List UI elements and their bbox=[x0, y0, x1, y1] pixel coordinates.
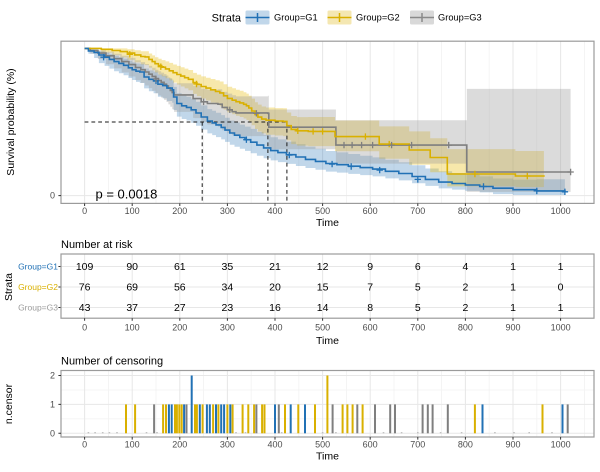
svg-text:Number at risk: Number at risk bbox=[61, 239, 133, 251]
svg-text:7: 7 bbox=[367, 282, 373, 294]
svg-text:200: 200 bbox=[172, 206, 187, 216]
svg-text:61: 61 bbox=[174, 261, 186, 273]
svg-text:1: 1 bbox=[558, 261, 564, 273]
svg-text:69: 69 bbox=[126, 282, 138, 294]
svg-text:600: 600 bbox=[363, 440, 378, 450]
svg-text:0: 0 bbox=[50, 191, 55, 201]
svg-text:700: 700 bbox=[410, 206, 425, 216]
svg-text:2: 2 bbox=[462, 282, 468, 294]
svg-text:90: 90 bbox=[126, 261, 138, 273]
svg-text:200: 200 bbox=[172, 440, 187, 450]
svg-text:800: 800 bbox=[458, 440, 473, 450]
svg-text:109: 109 bbox=[76, 261, 94, 273]
svg-text:1: 1 bbox=[510, 261, 516, 273]
svg-text:Survival probability (%): Survival probability (%) bbox=[5, 68, 17, 175]
svg-text:100: 100 bbox=[125, 440, 140, 450]
svg-text:35: 35 bbox=[222, 261, 234, 273]
svg-text:100: 100 bbox=[125, 206, 140, 216]
svg-text:1: 1 bbox=[50, 399, 55, 409]
svg-text:800: 800 bbox=[458, 323, 473, 333]
svg-text:1000: 1000 bbox=[551, 440, 571, 450]
svg-text:500: 500 bbox=[315, 206, 330, 216]
svg-text:Number of censoring: Number of censoring bbox=[61, 356, 163, 368]
svg-text:0: 0 bbox=[82, 206, 87, 216]
svg-text:700: 700 bbox=[410, 440, 425, 450]
svg-text:0: 0 bbox=[558, 282, 564, 294]
svg-text:600: 600 bbox=[363, 206, 378, 216]
svg-text:37: 37 bbox=[126, 302, 138, 314]
svg-text:2: 2 bbox=[50, 371, 55, 381]
svg-text:p = 0.0018: p = 0.0018 bbox=[96, 187, 158, 202]
svg-text:16: 16 bbox=[269, 302, 281, 314]
svg-text:9: 9 bbox=[367, 261, 373, 273]
svg-text:200: 200 bbox=[172, 323, 187, 333]
svg-text:23: 23 bbox=[222, 302, 234, 314]
svg-text:43: 43 bbox=[79, 302, 91, 314]
svg-text:Group=G3: Group=G3 bbox=[438, 13, 482, 23]
svg-text:34: 34 bbox=[222, 282, 234, 294]
svg-text:Time: Time bbox=[316, 335, 339, 347]
svg-text:27: 27 bbox=[174, 302, 186, 314]
svg-text:6: 6 bbox=[415, 261, 421, 273]
svg-text:1000: 1000 bbox=[551, 323, 571, 333]
svg-text:Group=G1: Group=G1 bbox=[274, 13, 318, 23]
svg-text:20: 20 bbox=[269, 282, 281, 294]
svg-text:0: 0 bbox=[50, 428, 55, 438]
svg-text:14: 14 bbox=[317, 302, 329, 314]
svg-text:Group=G2: Group=G2 bbox=[356, 13, 400, 23]
svg-text:400: 400 bbox=[267, 323, 282, 333]
svg-text:2: 2 bbox=[462, 302, 468, 314]
svg-text:400: 400 bbox=[267, 206, 282, 216]
svg-text:900: 900 bbox=[505, 206, 520, 216]
svg-text:1000: 1000 bbox=[551, 206, 571, 216]
svg-text:Strata: Strata bbox=[212, 13, 242, 25]
svg-text:Time: Time bbox=[316, 451, 339, 463]
svg-text:0: 0 bbox=[82, 323, 87, 333]
svg-text:300: 300 bbox=[220, 323, 235, 333]
svg-text:500: 500 bbox=[315, 323, 330, 333]
svg-text:15: 15 bbox=[317, 282, 329, 294]
svg-text:Group=G1: Group=G1 bbox=[18, 262, 58, 272]
svg-text:1: 1 bbox=[510, 282, 516, 294]
svg-text:500: 500 bbox=[315, 440, 330, 450]
svg-text:1: 1 bbox=[558, 302, 564, 314]
svg-text:700: 700 bbox=[410, 323, 425, 333]
svg-text:12: 12 bbox=[317, 261, 329, 273]
svg-text:76: 76 bbox=[79, 282, 91, 294]
svg-text:900: 900 bbox=[505, 440, 520, 450]
svg-text:8: 8 bbox=[367, 302, 373, 314]
svg-text:300: 300 bbox=[220, 440, 235, 450]
svg-text:5: 5 bbox=[415, 282, 421, 294]
svg-text:900: 900 bbox=[505, 323, 520, 333]
svg-text:400: 400 bbox=[267, 440, 282, 450]
svg-text:4: 4 bbox=[462, 261, 468, 273]
svg-text:Time: Time bbox=[316, 217, 339, 229]
svg-text:600: 600 bbox=[363, 323, 378, 333]
svg-text:21: 21 bbox=[269, 261, 281, 273]
svg-text:5: 5 bbox=[415, 302, 421, 314]
svg-text:Group=G3: Group=G3 bbox=[18, 303, 58, 313]
svg-text:800: 800 bbox=[458, 206, 473, 216]
svg-text:Group=G2: Group=G2 bbox=[18, 282, 58, 292]
svg-text:Strata: Strata bbox=[3, 273, 15, 301]
svg-text:0: 0 bbox=[82, 440, 87, 450]
svg-text:300: 300 bbox=[220, 206, 235, 216]
svg-text:56: 56 bbox=[174, 282, 186, 294]
svg-text:100: 100 bbox=[125, 323, 140, 333]
svg-text:n.censor: n.censor bbox=[3, 383, 15, 424]
svg-text:1: 1 bbox=[510, 302, 516, 314]
